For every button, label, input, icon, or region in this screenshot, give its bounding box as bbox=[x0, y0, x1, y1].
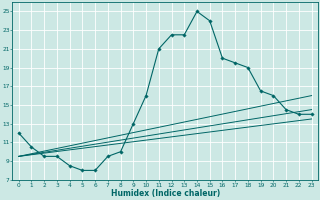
X-axis label: Humidex (Indice chaleur): Humidex (Indice chaleur) bbox=[110, 189, 220, 198]
